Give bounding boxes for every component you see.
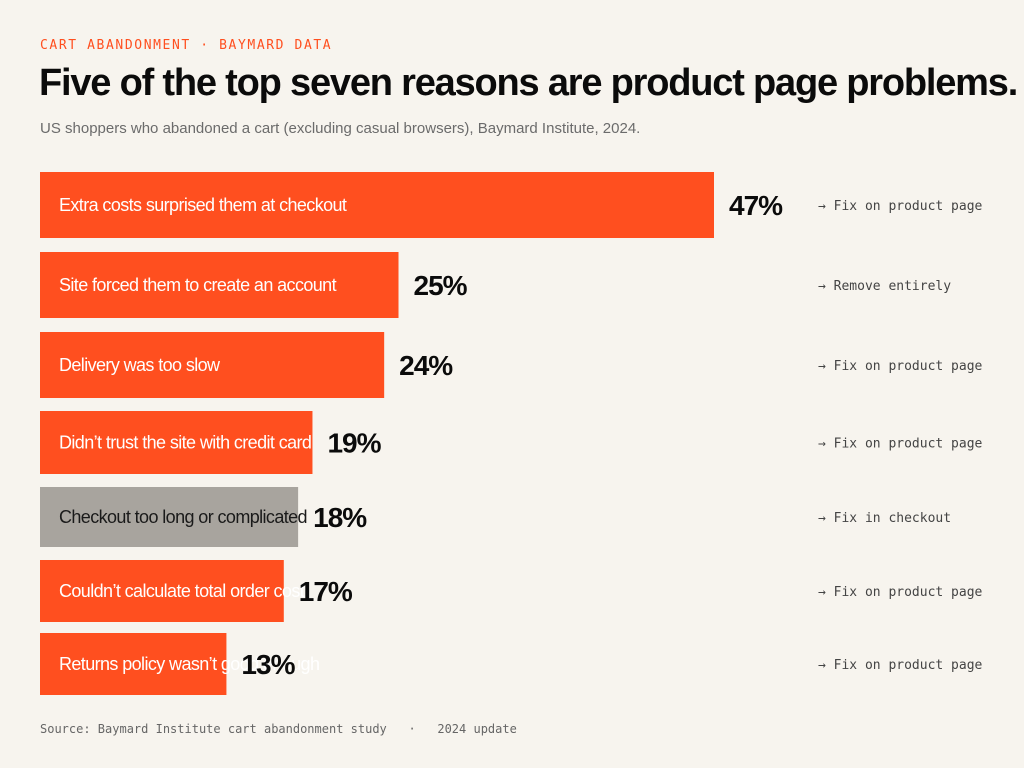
bar-label-2: Site forced them to create an account [59, 275, 337, 295]
chart-subtitle: US shoppers who abandoned a cart (exclud… [40, 120, 641, 137]
bar-label-7: Returns policy wasn’t good enough [59, 654, 319, 674]
action-note-6: → Fix on product page [818, 585, 983, 600]
bar-3 [40, 332, 385, 398]
bar-label-4: Didn’t trust the site with credit card [59, 433, 311, 453]
value-label-4: 19% [327, 428, 381, 459]
action-note-2: → Remove entirely [818, 279, 951, 294]
bar-7 [40, 633, 227, 695]
kicker-label: CART ABANDONMENT · BAYMARD DATA [40, 38, 333, 53]
chart-title: Five of the top seven reasons are produc… [39, 62, 1018, 104]
action-note-4: → Fix on product page [818, 437, 983, 452]
bar-2 [40, 252, 399, 318]
value-label-3: 24% [399, 350, 453, 381]
bar-label-1: Extra costs surprised them at checkout [59, 195, 347, 215]
action-note-1: → Fix on product page [818, 199, 983, 214]
bar-label-6: Couldn’t calculate total order cost [59, 581, 305, 601]
bar-5 [40, 487, 299, 547]
value-label-5: 18% [313, 502, 367, 533]
bar-label-5: Checkout too long or complicated [59, 507, 307, 527]
bar-label-3: Delivery was too slow [59, 355, 221, 375]
value-label-2: 25% [414, 270, 468, 301]
bar-1 [40, 172, 714, 238]
bar-4 [40, 411, 313, 474]
action-note-5: → Fix in checkout [818, 511, 951, 526]
action-note-7: → Fix on product page [818, 658, 983, 673]
bar-6 [40, 560, 284, 622]
value-label-6: 17% [299, 576, 353, 607]
action-note-3: → Fix on product page [818, 359, 983, 374]
value-label-7: 13% [241, 649, 295, 680]
value-label-1: 47% [729, 190, 783, 221]
source-footer: Source: Baymard Institute cart abandonme… [40, 722, 517, 736]
